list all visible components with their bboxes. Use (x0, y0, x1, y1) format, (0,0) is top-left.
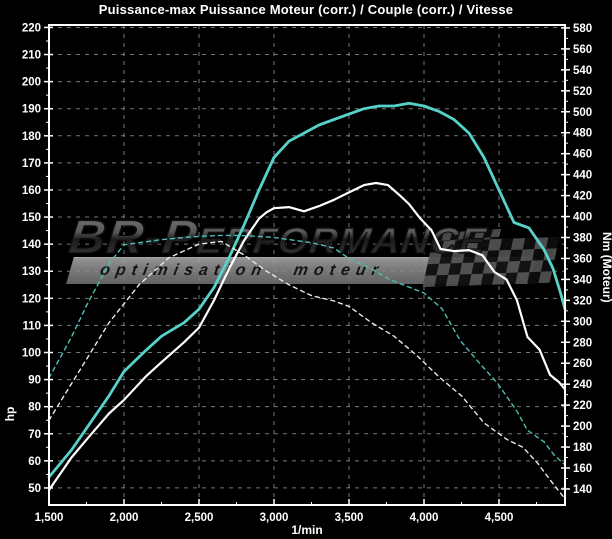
y-right-tick-label: 440 (573, 170, 592, 182)
y-right-tick-label: 380 (573, 232, 592, 244)
y-left-axis-label: hp (3, 407, 17, 422)
y-right-tick-label: 320 (573, 295, 592, 307)
y-right-tick-label: 460 (573, 149, 592, 161)
x-tick-label: 3,000 (260, 512, 289, 524)
y-right-tick-label: 540 (573, 65, 592, 77)
y-right-tick-label: 580 (573, 23, 592, 35)
y-left-tick-label: 90 (28, 375, 41, 387)
y-right-tick-label: 240 (573, 379, 592, 391)
y-left-tick-label: 80 (28, 402, 41, 414)
y-left-tick-label: 160 (22, 185, 41, 197)
y-right-tick-label: 340 (573, 274, 592, 286)
y-right-tick-label: 480 (573, 128, 592, 140)
y-right-tick-label: 160 (573, 463, 592, 475)
y-left-tick-label: 200 (22, 77, 41, 89)
y-left-tick-label: 130 (22, 266, 41, 278)
y-left-tick-label: 190 (22, 104, 41, 116)
x-tick-label: 1,500 (35, 512, 64, 524)
y-left-tick-label: 210 (22, 50, 41, 62)
y-right-tick-label: 520 (573, 86, 592, 98)
x-tick-label: 2,500 (185, 512, 214, 524)
y-right-tick-label: 400 (573, 212, 592, 224)
y-left-tick-label: 220 (22, 22, 41, 34)
y-right-tick-label: 280 (573, 337, 592, 349)
chart-title: Puissance-max Puissance Moteur (corr.) /… (98, 2, 514, 17)
power-corrected-curve (47, 101, 567, 479)
y-right-tick-label: 140 (573, 484, 592, 496)
y-left-tick-label: 180 (22, 131, 41, 143)
y-right-axis-label: Nm (Moteur) (600, 232, 612, 303)
y-left-tick-label: 70 (28, 429, 41, 441)
y-left-tick-label: 170 (22, 158, 41, 170)
x-tick-label: 3,500 (335, 512, 364, 524)
y-right-tick-label: 220 (573, 400, 592, 412)
y-left-tick-label: 120 (22, 293, 41, 305)
y-left-tick-label: 60 (28, 456, 41, 468)
y-left-tick-label: 110 (22, 320, 41, 332)
gridlines (49, 25, 565, 505)
y-right-tick-label: 180 (573, 442, 592, 454)
y-right-tick-label: 200 (573, 421, 592, 433)
x-tick-label: 2,000 (110, 512, 139, 524)
x-tick-label: 4,500 (485, 512, 514, 524)
y-left-tick-label: 150 (22, 212, 41, 224)
x-tick-label: 4,000 (410, 512, 439, 524)
y-right-tick-label: 420 (573, 191, 592, 203)
tick-labels: 1,500 2,000 2,500 3,000 3,500 4,000 4,500 50 60 7… (22, 22, 592, 524)
torque-original-curve (48, 234, 566, 466)
y-right-tick-label: 500 (573, 107, 592, 119)
y-right-tick-label: 360 (573, 253, 592, 265)
plot-border (48, 24, 566, 506)
x-axis-label: 1/min (291, 523, 322, 537)
y-left-tick-label: 140 (22, 239, 41, 251)
power-original-curve (48, 240, 566, 500)
y-right-tick-label: 300 (573, 316, 592, 328)
y-right-tick-label: 260 (573, 358, 592, 370)
torque-corrected-curve (47, 181, 567, 492)
y-left-tick-label: 50 (28, 483, 41, 495)
y-right-tick-label: 560 (573, 44, 592, 56)
y-left-tick-label: 100 (22, 347, 41, 359)
